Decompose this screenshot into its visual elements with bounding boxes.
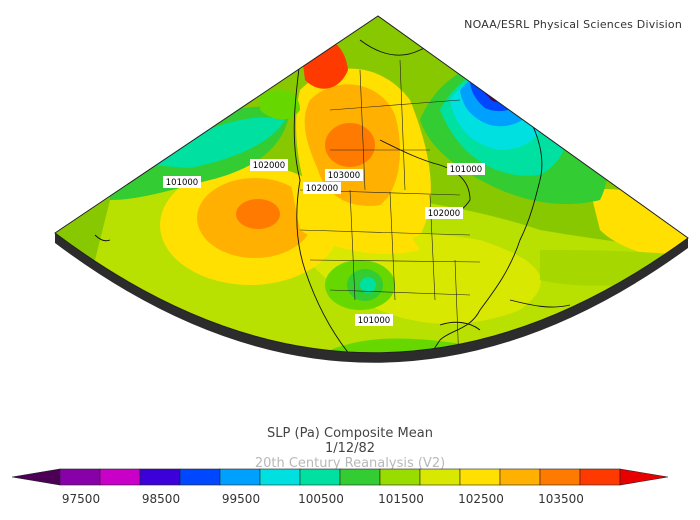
svg-text:102000: 102000	[253, 161, 285, 171]
colorbar-low-arrow	[11, 468, 61, 486]
colorbar-svg: 97500 98500 99500 100500 101500 102500 103500	[11, 468, 669, 506]
colorbar-swatch	[419, 468, 461, 486]
map-caption: SLP (Pa) Composite Mean 1/12/82 20th Cen…	[0, 426, 700, 471]
caption-date: 1/12/82	[324, 441, 376, 456]
colorbar-swatch	[99, 468, 141, 486]
svg-text:102000: 102000	[428, 209, 460, 219]
colorbar-swatch	[379, 468, 421, 486]
svg-text:103000: 103000	[328, 171, 360, 181]
contour-label: 101000	[163, 176, 201, 188]
projection-edge	[55, 233, 688, 363]
svg-text:101000: 101000	[450, 165, 482, 175]
colorbar-label: 100500	[298, 492, 344, 506]
projection-outline	[54, 15, 689, 354]
colorbar-high-arrow	[619, 468, 669, 486]
contour-label: 102000	[303, 182, 341, 194]
colorbar-swatch	[539, 468, 581, 486]
political-boundaries	[299, 59, 481, 353]
colorbar-label: 99500	[222, 492, 260, 506]
contour-label: 103000	[325, 169, 363, 181]
colorbar-swatch	[179, 468, 221, 486]
colorbar-label: 102500	[458, 492, 504, 506]
colorbar-swatch	[259, 468, 301, 486]
svg-text:102000: 102000	[306, 184, 338, 194]
colorbar-swatch	[139, 468, 181, 486]
slp-map: 102000 101000 103000 102000 101000 10200…	[54, 15, 689, 363]
colorbar-swatch	[219, 468, 261, 486]
colorbar-swatch	[499, 468, 541, 486]
contour-label: 101000	[355, 314, 393, 326]
map-svg: 102000 101000 103000 102000 101000 10200…	[54, 15, 689, 363]
contour-label: 102000	[425, 207, 463, 219]
colorbar: 97500 98500 99500 100500 101500 102500 103500	[0, 466, 700, 516]
svg-text:101000: 101000	[358, 316, 390, 326]
colorbar-label: 98500	[142, 492, 180, 506]
colorbar-segments	[11, 468, 669, 486]
colorbar-swatch	[59, 468, 101, 486]
contour-label: 101000	[447, 163, 485, 175]
colorbar-swatch	[459, 468, 501, 486]
colorbar-swatch	[299, 468, 341, 486]
contour-labels: 102000 101000 103000 102000 101000 10200…	[163, 159, 485, 326]
colorbar-label: 101500	[378, 492, 424, 506]
caption-dataset: 20th Century Reanalysis (V2)	[254, 456, 446, 471]
svg-text:101000: 101000	[166, 178, 198, 188]
colorbar-swatch	[339, 468, 381, 486]
caption-title: SLP (Pa) Composite Mean	[267, 426, 433, 441]
colorbar-labels: 97500 98500 99500 100500 101500 102500 103500	[62, 492, 584, 506]
colorbar-label: 103500	[538, 492, 584, 506]
contour-label: 102000	[250, 159, 288, 171]
credit-text: NOAA/ESRL Physical Sciences Division	[464, 18, 682, 31]
colorbar-label: 97500	[62, 492, 100, 506]
colorbar-swatch	[579, 468, 621, 486]
